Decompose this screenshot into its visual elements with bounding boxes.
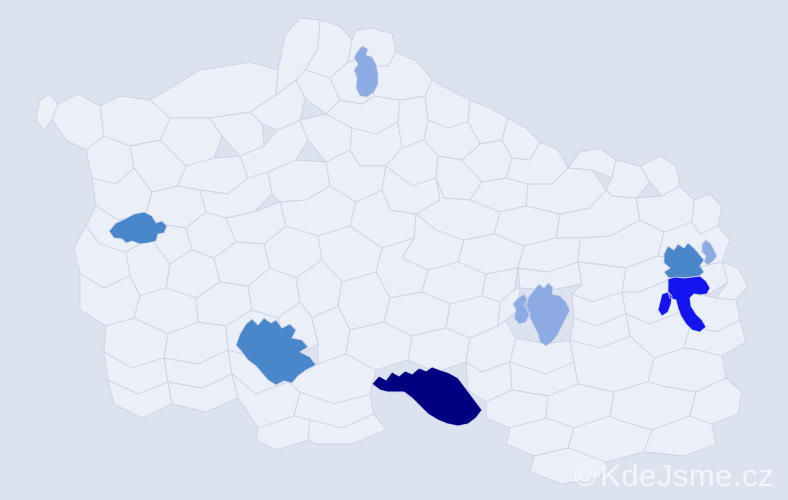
highlight-east-sliver-district[interactable] <box>702 240 717 265</box>
watermark: ©KdeJsme.cz <box>574 458 774 494</box>
highlighted-districts-layer <box>109 46 717 426</box>
district-base[interactable] <box>408 328 470 372</box>
district-base[interactable] <box>425 80 470 128</box>
district-base[interactable] <box>36 94 58 130</box>
base-districts-layer <box>36 18 748 484</box>
copyright-icon: © <box>573 458 598 493</box>
district-base[interactable] <box>250 80 305 130</box>
highlight-north-district[interactable] <box>354 46 378 97</box>
highlight-central-east-district[interactable] <box>513 283 570 346</box>
highlight-west-district[interactable] <box>109 212 167 244</box>
watermark-text: KdeJsme.cz <box>600 458 774 493</box>
highlight-south-district[interactable] <box>372 367 482 426</box>
district-base[interactable] <box>530 448 606 484</box>
district-base[interactable] <box>644 416 716 456</box>
district-base[interactable] <box>308 414 386 444</box>
highlight-east-upper-district[interactable] <box>664 243 704 280</box>
highlight-east-bright-district[interactable] <box>658 276 710 332</box>
highlight-southwest-district[interactable] <box>236 318 316 385</box>
